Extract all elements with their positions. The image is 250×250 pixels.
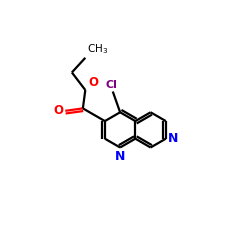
Text: CH$_3$: CH$_3$ [86,42,108,56]
Text: O: O [53,104,63,117]
Text: O: O [88,76,98,89]
Text: Cl: Cl [106,80,118,90]
Text: N: N [168,132,179,145]
Text: N: N [115,150,125,163]
